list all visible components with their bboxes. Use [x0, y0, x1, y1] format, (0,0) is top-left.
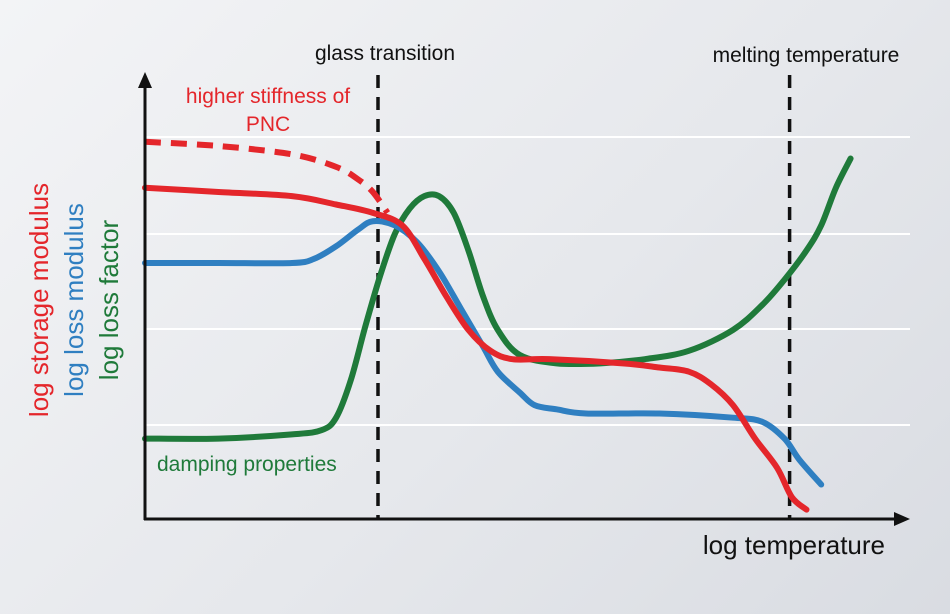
annotation-damping-properties: damping properties [157, 453, 337, 476]
series-line-3 [142, 218, 825, 488]
vline-label-glass-transition: glass transition [315, 42, 455, 65]
vline-label-melting-temperature: melting temperature [713, 44, 900, 67]
grid-lines [145, 136, 910, 426]
series-lines [142, 138, 854, 513]
series-line-2 [142, 184, 810, 513]
annotation-higher-stiffness-line1: higher stiffness of [186, 85, 350, 108]
series-line-4 [142, 155, 854, 442]
x-axis-arrow [894, 512, 910, 526]
x-axis-label: log temperature [703, 530, 885, 560]
y-axis-arrow [138, 72, 152, 88]
axes [138, 72, 910, 526]
series-line-1 [144, 138, 391, 215]
y-axis-label-factor: log loss factor [94, 219, 124, 380]
annotation-higher-stiffness-line2: PNC [246, 113, 290, 136]
y-axis-label-storage: log storage modulus [24, 183, 54, 417]
y-axis-label-loss: log loss modulus [59, 203, 89, 397]
reference-lines [376, 75, 792, 520]
